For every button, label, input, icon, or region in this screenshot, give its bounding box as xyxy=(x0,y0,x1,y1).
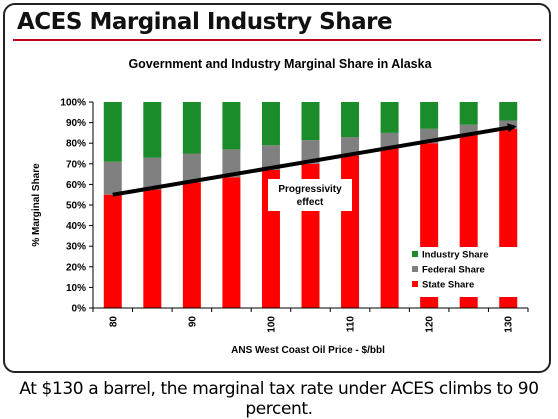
y-tick-label: 60% xyxy=(66,180,86,191)
legend: Industry Share Federal Share State Share xyxy=(406,247,526,297)
x-tick-label: 120 xyxy=(425,316,436,333)
bar-industry-80 xyxy=(103,102,122,162)
bar-industry-120 xyxy=(420,102,439,129)
y-tick-label: 70% xyxy=(66,159,86,170)
bar-federal-90 xyxy=(182,153,201,183)
legend-swatch xyxy=(412,281,418,287)
progressivity-arrow xyxy=(112,123,517,197)
annotation-box xyxy=(268,179,352,211)
bar-industry-95 xyxy=(222,102,241,150)
y-tick-label: 10% xyxy=(66,283,86,294)
bar-industry-110 xyxy=(341,102,360,138)
bar-state-85 xyxy=(143,189,162,308)
bar-industry-130 xyxy=(499,102,518,121)
title-divider xyxy=(13,39,541,41)
y-tick-label: 40% xyxy=(66,221,86,232)
bar-state-90 xyxy=(182,182,201,308)
bar-federal-125 xyxy=(459,124,478,135)
bar-industry-100 xyxy=(261,102,280,146)
y-tick-label: 30% xyxy=(66,242,86,253)
legend-swatch xyxy=(412,266,418,272)
bar-federal-85 xyxy=(143,157,162,190)
axes: 0% 10% 20% 30% 40% 50% 60% 70% 80% 90% 100% 80 90 100… xyxy=(60,98,529,333)
legend-label: State Share xyxy=(422,280,474,291)
y-tick-label: 90% xyxy=(66,118,86,129)
bar-industry-125 xyxy=(459,102,478,125)
y-tick-label: 80% xyxy=(66,139,86,150)
slide-title: ACES Marginal Industry Share xyxy=(17,9,393,35)
legend-label: Industry Share xyxy=(422,250,489,261)
legend-label: Federal Share xyxy=(422,265,485,276)
y-tick-label: 0% xyxy=(72,304,87,315)
bar-federal-110 xyxy=(341,137,360,156)
bar-federal-95 xyxy=(222,149,241,178)
y-tick-label: 100% xyxy=(60,98,86,109)
bar-federal-80 xyxy=(103,161,122,195)
x-tick-label: 80 xyxy=(108,316,119,328)
bar-federal-115 xyxy=(380,132,399,148)
bar-state-110 xyxy=(341,155,360,308)
bar-federal-105 xyxy=(301,140,320,164)
bar-federal-100 xyxy=(261,145,280,170)
chart-title: Government and Industry Marginal Share i… xyxy=(128,57,432,71)
x-axis-label: ANS West Coast Oil Price - $/bbl xyxy=(231,345,385,356)
bar-industry-105 xyxy=(301,102,320,141)
y-tick-label: 50% xyxy=(66,201,86,212)
bar-industry-115 xyxy=(380,102,399,133)
legend-background xyxy=(406,247,526,297)
annotation-line-1: Progressivity xyxy=(278,184,342,195)
y-tick-label: 20% xyxy=(66,262,86,273)
bar-state-95 xyxy=(222,177,241,308)
bar-state-80 xyxy=(103,194,122,308)
x-tick-label: 130 xyxy=(504,316,515,333)
marginal-share-chart: Government and Industry Marginal Share i… xyxy=(31,57,529,356)
bar-industry-85 xyxy=(143,102,162,158)
bar-state-115 xyxy=(380,147,399,308)
progressivity-annotation: Progressivity effect xyxy=(112,123,517,211)
legend-swatch xyxy=(412,251,418,257)
y-axis-label: % Marginal Share xyxy=(31,163,42,247)
x-tick-label: 90 xyxy=(187,316,198,328)
x-tick-label: 100 xyxy=(266,316,277,333)
bars xyxy=(103,102,518,308)
annotation-line-2: effect xyxy=(297,197,324,208)
x-tick-label: 110 xyxy=(346,316,357,333)
caption: At $130 a barrel, the marginal tax rate … xyxy=(19,379,539,419)
bar-industry-90 xyxy=(182,102,201,154)
